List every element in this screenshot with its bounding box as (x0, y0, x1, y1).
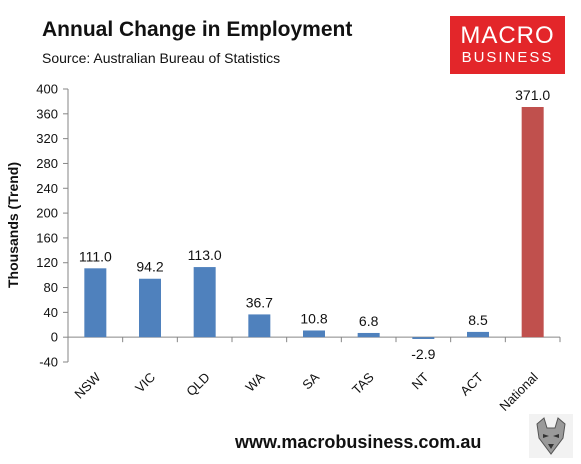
y-tick-label: 400 (36, 82, 58, 97)
x-tick-label: TAS (349, 369, 377, 397)
chart-title: Annual Change in Employment (42, 18, 353, 41)
chart-source: Source: Australian Bureau of Statistics (42, 50, 281, 66)
bar-national (521, 106, 544, 338)
y-tick-label: -40 (39, 355, 58, 370)
y-tick-label: 200 (36, 206, 58, 221)
bar-nsw (84, 268, 107, 338)
x-tick-label: QLD (183, 370, 213, 400)
y-tick-label: 360 (36, 106, 58, 121)
data-label-act: 8.5 (468, 312, 488, 328)
y-tick-label: 280 (36, 156, 58, 171)
x-tick-label: SA (299, 369, 322, 392)
data-label-nsw: 111.0 (79, 248, 112, 264)
x-tick-label: ACT (457, 369, 486, 398)
wolf-logo-icon (529, 414, 573, 458)
bar-nt (412, 337, 435, 339)
bar-sa (303, 330, 325, 338)
y-axis-label: Thousands (Trend) (5, 162, 21, 288)
y-tick-label: 80 (44, 280, 58, 295)
x-tick-label: NT (409, 369, 432, 392)
data-label-national: 371.0 (515, 87, 550, 103)
bar-tas (357, 332, 380, 338)
data-label-nt: -2.9 (411, 346, 435, 362)
x-tick-label: WA (242, 369, 267, 394)
logo-line-2: BUSINESS (461, 49, 554, 66)
x-tick-label: VIC (132, 370, 158, 396)
y-tick-label: 240 (36, 181, 58, 196)
data-label-sa: 10.8 (300, 310, 327, 326)
bar-vic (139, 278, 161, 338)
x-tick-label: NSW (71, 369, 104, 402)
x-tick-label: National (496, 369, 540, 413)
data-label-wa: 36.7 (246, 294, 273, 310)
y-tick-label: 160 (36, 230, 58, 245)
logo-line-1: MACRO (460, 22, 555, 49)
data-label-vic: 94.2 (136, 259, 163, 275)
y-tick-label: 40 (44, 305, 58, 320)
y-tick-label: 320 (36, 131, 58, 146)
bar-act (467, 331, 489, 338)
macrobusiness-logo[interactable]: MACRO BUSINESS (450, 16, 565, 74)
data-label-qld: 113.0 (188, 247, 222, 263)
y-tick-label: 0 (51, 330, 58, 345)
data-label-tas: 6.8 (359, 313, 379, 329)
footer-url[interactable]: www.macrobusiness.com.au (235, 432, 482, 452)
y-tick-label: 120 (36, 255, 58, 270)
bar-qld (193, 267, 216, 338)
bar-wa (248, 314, 271, 338)
